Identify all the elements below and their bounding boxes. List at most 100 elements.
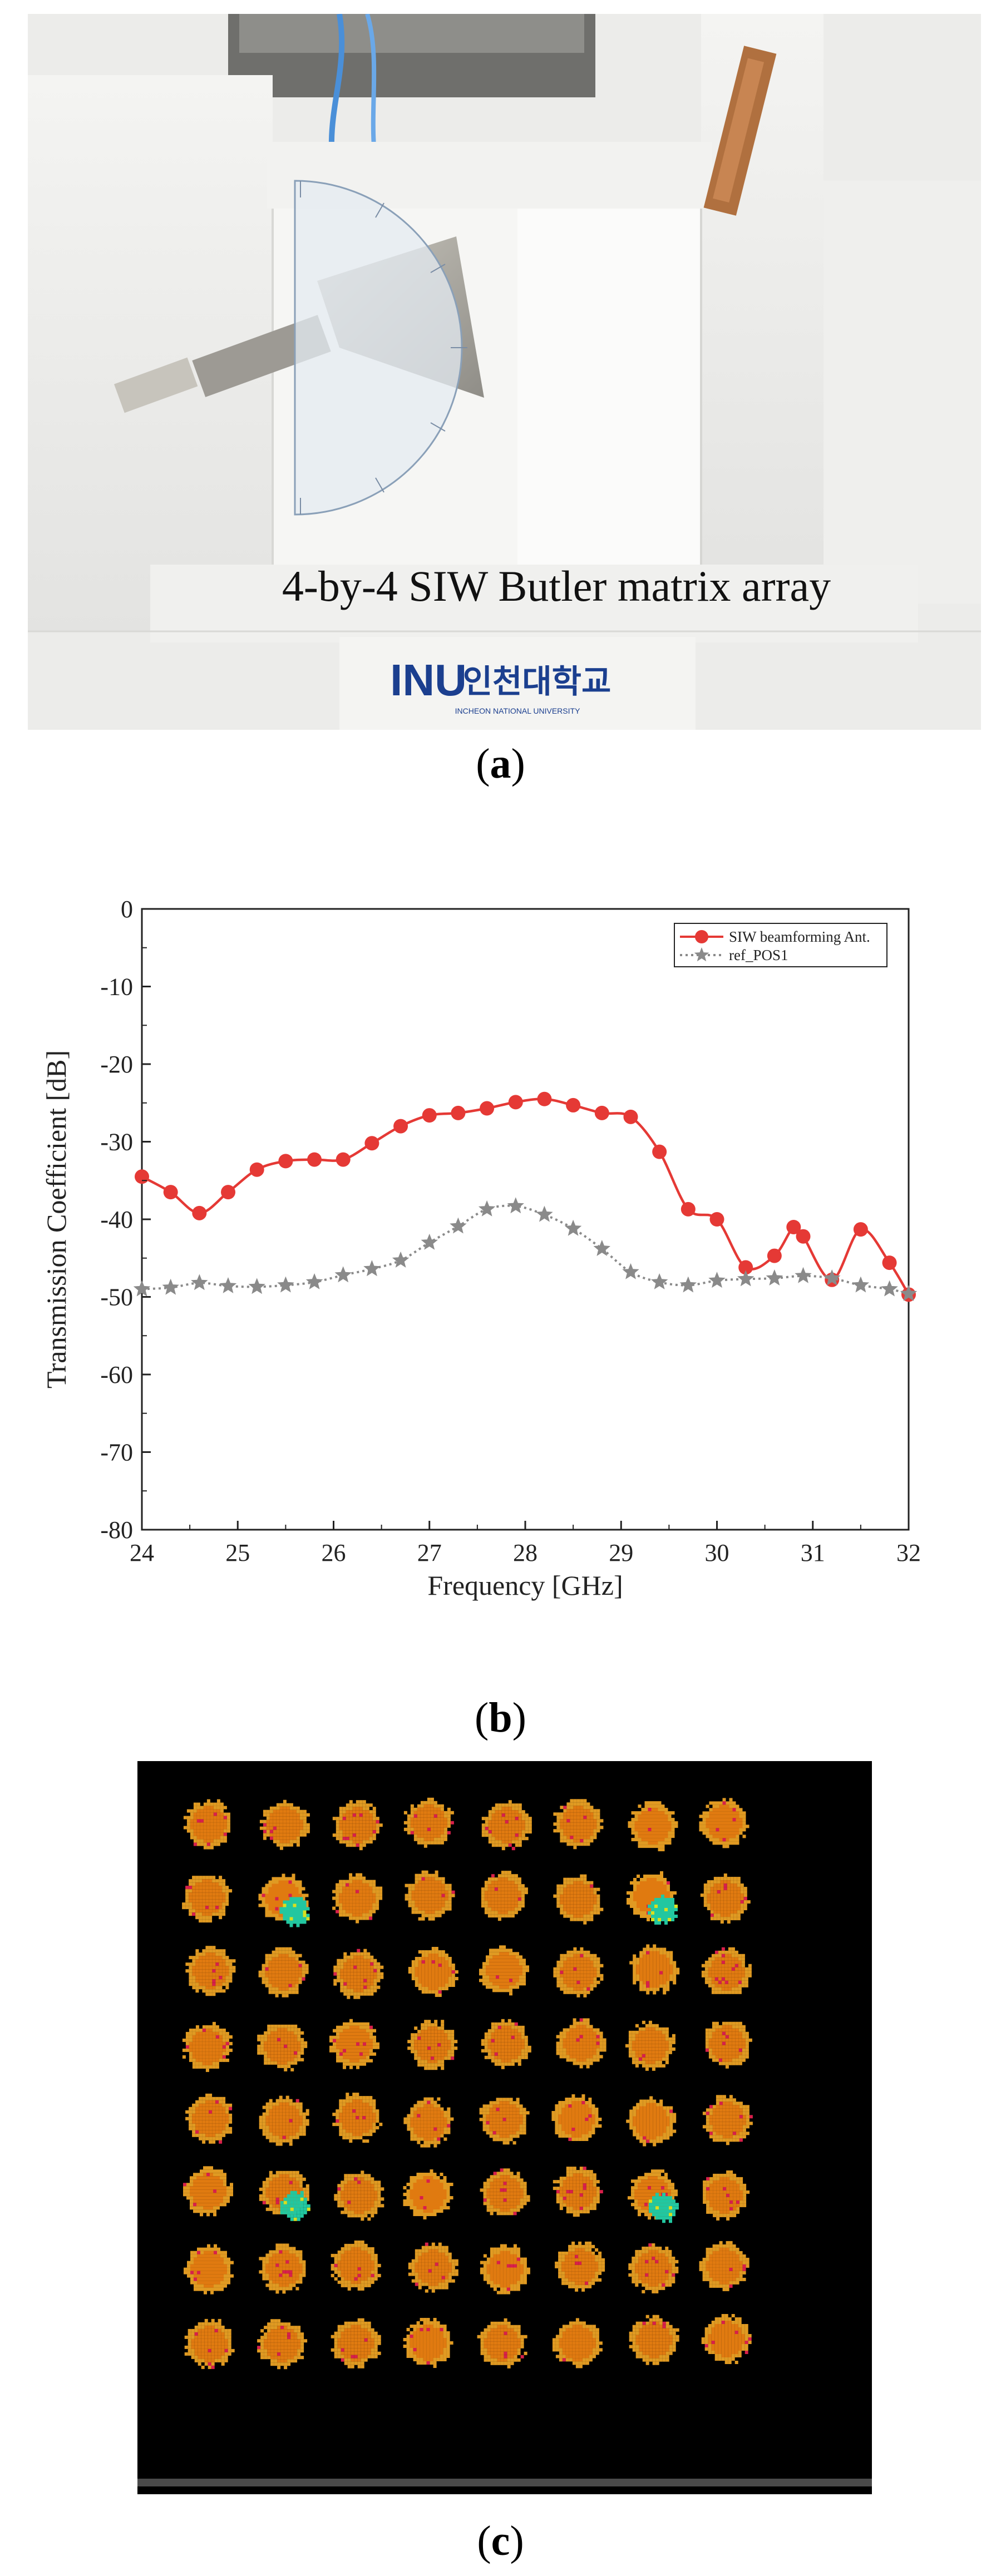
array-element-spot [629,2315,679,2365]
array-element-spot [480,2244,530,2295]
data-point-star [507,1197,524,1214]
array-heatmap [137,1761,872,2494]
array-element-spot [184,2244,234,2295]
data-point-circle [882,1255,897,1270]
data-point-circle [192,1205,207,1220]
data-point-circle [249,1162,264,1177]
array-element-spot [331,2318,381,2369]
x-axis-title: Frequency [GHz] [427,1570,623,1601]
x-tick-label: 29 [609,1539,633,1566]
array-element-spot [479,2098,530,2145]
transmission-chart: 24 25 26 27 28 29 30 31 32 0 -10 -20 -30 -40 -50 -60 -70… [0,868,1001,1658]
legend-label-2: ref_POS1 [729,947,788,963]
array-element-spot [183,1799,230,1850]
array-element-spot [259,2243,306,2294]
array-element-spot [481,1871,528,1921]
data-point-circle [364,1136,379,1151]
series-line-1 [141,1097,910,1296]
sign-english-text: INCHEON NATIONAL UNIVERSITY [455,706,580,715]
data-point-star [277,1276,294,1293]
array-element-spot [403,2097,454,2148]
x-tick-label: 27 [417,1539,442,1566]
protractor [294,180,463,516]
data-point-star [478,1200,496,1217]
data-point-star [392,1251,410,1268]
data-point-circle [422,1108,437,1123]
data-point-star [900,1284,918,1301]
array-element-spot [552,2318,603,2369]
data-point-circle [853,1222,868,1237]
caption-a-letter: a [490,740,511,787]
array-element-spot [703,2170,750,2221]
array-element-spot [182,2021,233,2072]
array-element-spot [553,2167,603,2217]
array-element-spot [332,1800,383,1851]
x-tick-label: 26 [322,1539,346,1566]
protractor-ticks [300,181,467,515]
legend-marker-star [694,947,709,962]
data-point-circle [480,1101,495,1116]
array-element-spot [182,1876,233,1923]
plot-frame [141,908,910,1531]
array-element-spot [699,1798,749,1848]
array-element-spot [259,1799,310,1850]
array-element-hot-spot [627,1871,678,1925]
y-axis-title: Transmission Coefficient [dB] [41,1050,72,1388]
data-point-circle [709,1212,724,1227]
array-element-spot [332,1873,383,1924]
array-element-spot [628,2243,679,2293]
y-tick-label: -70 [100,1439,133,1466]
array-element-spot [331,2240,381,2291]
y-tick-label: -50 [100,1284,133,1311]
array-element-spot [185,2093,233,2144]
data-point-star [824,1269,841,1285]
data-point-star [219,1277,237,1293]
data-point-circle [623,1109,638,1124]
data-point-circle [393,1119,408,1134]
caption-c-letter: c [491,2518,510,2564]
measurement-setup-photo: 4-by-4 SIW Butler matrix array INU 인천대학교… [28,14,981,730]
data-point-circle [336,1152,351,1167]
array-element-spot [551,2094,602,2141]
photo-label: 4-by-4 SIW Butler matrix array [282,562,831,610]
array-element-spot [628,1801,678,1852]
data-point-star [622,1263,639,1279]
array-element-spot [258,1947,309,1997]
array-element-spot [329,2019,379,2069]
data-point-star [881,1280,898,1297]
caption-c: (c) [477,2518,524,2564]
array-element-spot [626,2096,677,2147]
array-element-spot [334,2170,384,2221]
data-point-circle [681,1202,696,1217]
data-point-circle [786,1219,801,1234]
inu-logo: INU [390,655,467,705]
data-point-star [795,1267,812,1283]
data-point-circle [537,1091,552,1106]
data-point-star [191,1274,208,1291]
y-tick-label: -10 [100,973,133,1001]
x-tick-label: 30 [705,1539,729,1566]
y-tick-label: -60 [100,1361,133,1388]
array-element-spot [405,1870,455,1921]
array-element-spot [408,1947,458,1997]
university-sign [339,637,696,730]
data-point-star [708,1272,726,1288]
array-element-spot [480,2168,530,2216]
array-element-spot [705,2021,752,2069]
data-point-star [133,1280,151,1297]
y-tick-label: -80 [100,1516,133,1544]
array-element-spot [701,1947,752,1994]
data-point-star [536,1205,553,1222]
data-point-star [650,1273,668,1289]
array-element-spot [479,1945,529,1996]
data-point-circle [652,1144,667,1159]
heatmap-bottom-bar [137,2479,872,2486]
y-tick-label: 0 [121,896,133,923]
y-tick-label: -40 [100,1206,133,1233]
data-point-star [679,1276,697,1293]
array-element-hot-spot [628,2169,679,2223]
array-element-spot [477,2318,527,2369]
x-tick-label: 25 [225,1539,250,1566]
data-point-star [363,1260,381,1277]
data-point-circle [307,1152,322,1167]
